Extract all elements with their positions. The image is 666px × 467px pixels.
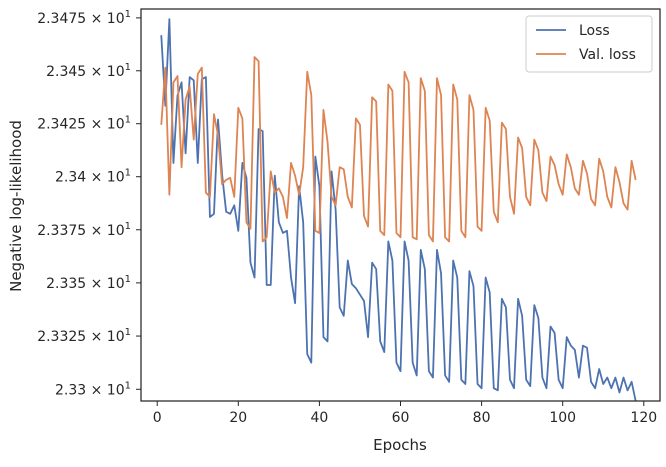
x-tick-label: 80 [473,410,491,426]
y-tick-label: 2.34 × 101 [55,168,131,186]
series-layer [160,18,637,402]
x-axis-ticks: 0 20 40 60 80 100 120 [153,401,657,426]
y-axis-label: Negative log-likelihood [7,120,25,292]
y-tick-label: 2.3325 × 101 [37,327,131,345]
x-tick-label: 20 [229,410,247,426]
series-line-loss [160,18,637,402]
y-tick-label: 2.33 × 101 [55,380,131,398]
y-tick-label: 2.3425 × 101 [37,115,131,133]
legend-label-val-loss: Val. loss [579,47,636,63]
series-line-val-loss [160,56,637,243]
x-tick-label: 0 [153,410,162,426]
x-tick-label: 40 [310,410,328,426]
x-axis-label: Epochs [373,436,427,454]
y-tick-label: 2.335 × 101 [46,274,131,292]
y-tick-label: 2.3475 × 101 [37,9,131,27]
x-tick-label: 60 [392,410,410,426]
y-axis-ticks: 2.33 × 101 2.3325 × 101 2.335 × 101 2.3375 … [37,9,141,398]
y-tick-label: 2.345 × 101 [46,62,131,80]
x-tick-label: 100 [549,410,576,426]
legend-label-loss: Loss [579,23,610,39]
x-tick-label: 120 [630,410,657,426]
legend: Loss Val. loss [525,15,653,73]
y-tick-label: 2.3375 × 101 [37,221,131,239]
plot-frame [140,8,661,402]
